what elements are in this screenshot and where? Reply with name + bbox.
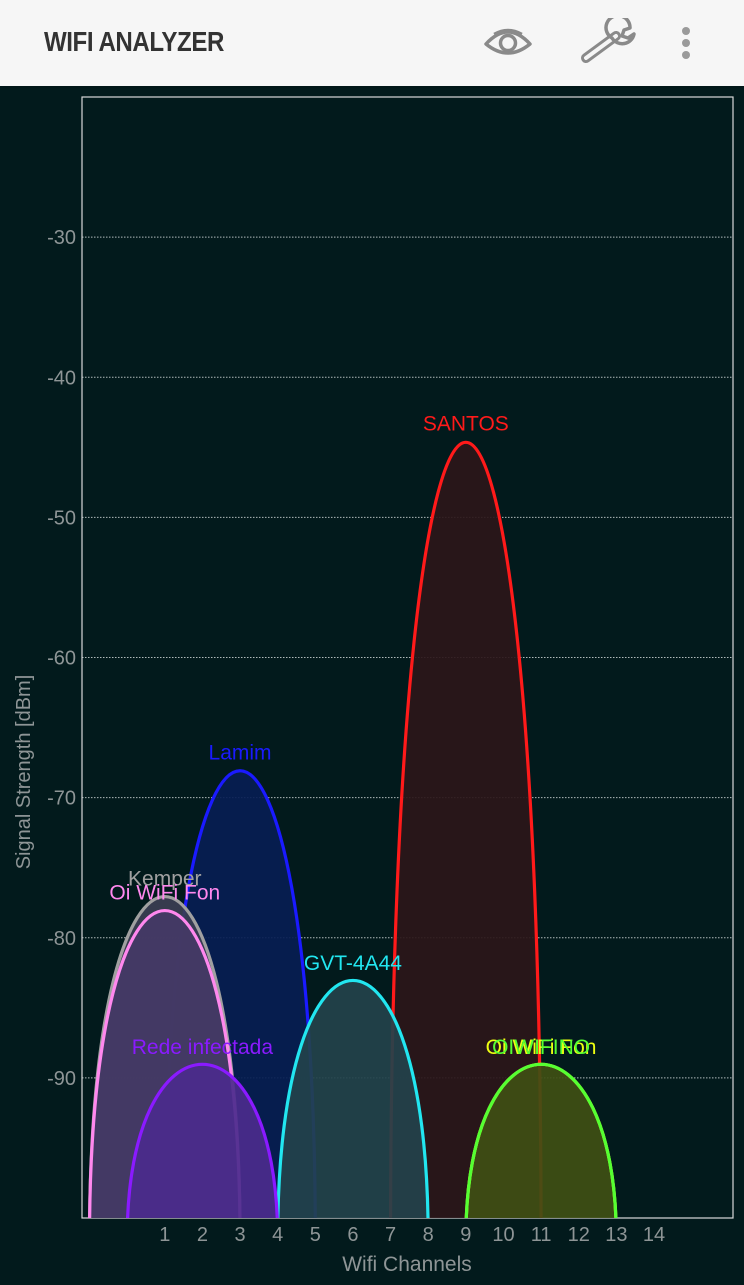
- x-tick-label: 7: [385, 1224, 396, 1246]
- y-tick-label: -50: [47, 507, 76, 529]
- x-tick-label: 14: [643, 1224, 665, 1246]
- network-label: OIWIFINO: [492, 1036, 590, 1059]
- x-tick-label: 4: [272, 1224, 283, 1246]
- x-tick-label: 9: [460, 1224, 471, 1246]
- network-area: [127, 1064, 278, 1218]
- x-tick-label: 10: [492, 1224, 514, 1246]
- x-tick-label: 5: [310, 1224, 321, 1246]
- x-tick-label: 8: [423, 1224, 434, 1246]
- y-tick-label: -90: [47, 1068, 76, 1090]
- network-label: Lamim: [209, 742, 272, 765]
- y-tick-label: -60: [47, 648, 76, 670]
- x-tick-label: 12: [568, 1224, 590, 1246]
- app-title: WIFI ANALYZER: [44, 26, 224, 57]
- wrench-icon[interactable]: [578, 13, 642, 68]
- network-label: Rede infectada: [132, 1036, 274, 1059]
- network-label: Oi WiFi Fon: [486, 1036, 597, 1059]
- network-label: GVT-4A44: [304, 952, 402, 975]
- eye-icon[interactable]: [482, 22, 534, 66]
- y-tick-label: -30: [47, 227, 76, 249]
- x-axis-label: Wifi Channels: [342, 1253, 472, 1276]
- y-axis-ticks: -30 -40 -50 -60 -70 -80 -90: [47, 227, 76, 1090]
- network-area: [277, 980, 428, 1218]
- y-tick-label: -40: [47, 367, 76, 389]
- more-vert-icon[interactable]: [672, 22, 700, 66]
- chart-area: -30 -40 -50 -60 -70 -80 -90 1 2 3 4 5 6 7 8 9 10 11 12 13 1…: [0, 86, 744, 1280]
- x-tick-label: 13: [605, 1224, 627, 1246]
- y-axis-label: Signal Strength [dBm]: [13, 675, 35, 870]
- network-curve: [464, 1062, 618, 1218]
- x-tick-label: 11: [531, 1224, 552, 1246]
- channel-graph: -30-40-50-60-70-80-90 1 2 3 4 5 6 7 8 9 10 11 12 13 1…: [13, 96, 734, 1276]
- x-axis-ticks: 1 2 3 4 5 6 7 8 9 10 11 12 13 14: [159, 1224, 665, 1246]
- network-area: [466, 1064, 616, 1218]
- app-bar: WIFI ANALYZER: [0, 0, 744, 86]
- x-tick-label: 1: [159, 1224, 170, 1246]
- x-tick-label: 3: [234, 1224, 245, 1246]
- network-curve: [389, 440, 543, 1218]
- network-label: Kemper: [128, 868, 202, 891]
- x-tick-label: 6: [347, 1224, 358, 1246]
- network-label: Oi WiFi Fon: [109, 882, 220, 905]
- network-area: [390, 442, 542, 1218]
- x-tick-label: 2: [197, 1224, 208, 1246]
- network-label: SANTOS: [423, 412, 509, 435]
- y-tick-label: -70: [47, 788, 76, 810]
- y-tick-label: -80: [47, 928, 76, 950]
- network-curve: [126, 1062, 279, 1218]
- network-curves: [88, 440, 618, 1218]
- network-curve: [276, 979, 430, 1218]
